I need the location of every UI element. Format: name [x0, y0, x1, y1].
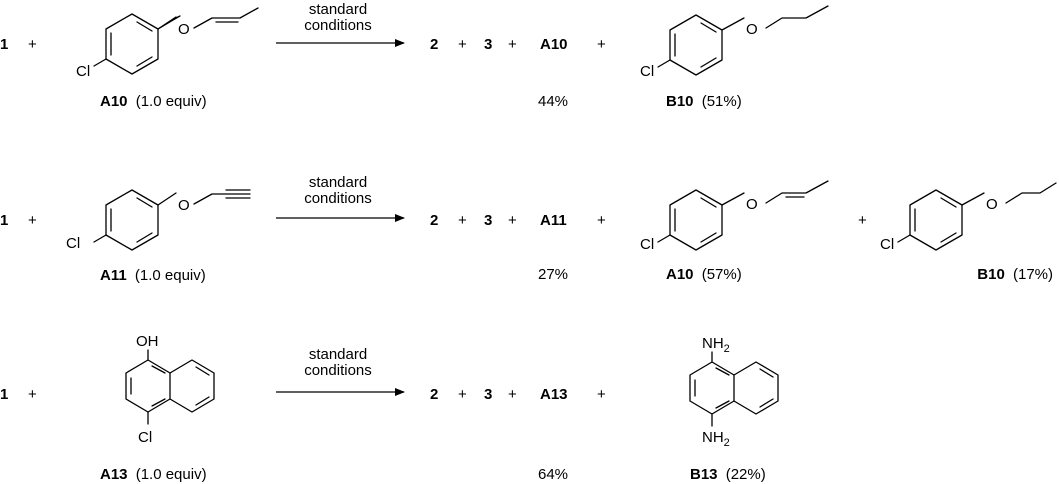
- substrate-label: A11 (1.0 equiv): [100, 267, 206, 284]
- substrate-structure-a11: O Cl: [66, 189, 251, 252]
- reaction-row-2: 1 + O Cl A11 (1.0 equiv) standard condit…: [0, 174, 1057, 284]
- byproduct-structure-b10: O Cl: [640, 5, 829, 80]
- amine-subscript: 2: [724, 343, 730, 355]
- byproduct-yield: (17%): [1013, 266, 1053, 283]
- byproduct-compound: B10: [977, 266, 1005, 283]
- arrow-condition-line1: standard: [309, 346, 367, 363]
- substrate-label: A10 (1.0 equiv): [100, 93, 207, 110]
- chlorine-atom: Cl: [640, 63, 654, 80]
- product-label-2: 2: [430, 212, 438, 229]
- reaction-row-3: 1 + OH Cl A13 (1.0 equiv) standard condi…: [0, 333, 779, 483]
- byproduct-structure-b10: O Cl: [880, 182, 1057, 253]
- chlorine-atom: Cl: [138, 429, 152, 446]
- plus-sign: +: [458, 36, 467, 53]
- byproduct-compound: A10: [666, 266, 694, 283]
- plus-sign: +: [28, 212, 37, 229]
- hydroxyl-group: OH: [136, 333, 159, 350]
- byproduct-structure-a10: O Cl: [640, 180, 829, 253]
- amino-group-bottom: NH2: [702, 429, 730, 449]
- byproduct-compound: B10: [666, 93, 694, 110]
- chlorine-atom: Cl: [880, 236, 894, 253]
- amino-group-top: NH2: [702, 335, 730, 355]
- amine-symbol: NH: [702, 335, 724, 352]
- oxygen-atom: O: [746, 21, 758, 38]
- arrow-condition-line2: conditions: [304, 362, 372, 379]
- substrate-amount: (1.0 equiv): [136, 93, 207, 110]
- plus-sign: +: [508, 386, 517, 403]
- oxygen-atom: O: [178, 21, 190, 38]
- chlorine-atom: Cl: [640, 236, 654, 253]
- substrate-compound: A11: [100, 267, 127, 284]
- arrow-condition-line2: conditions: [304, 190, 372, 207]
- byproduct-compound: B13: [690, 466, 718, 483]
- byproduct-structure-b13: NH2 NH2: [689, 335, 779, 449]
- product-label-3: 3: [484, 36, 492, 53]
- plus-sign: +: [597, 386, 606, 403]
- byproduct-yield: (57%): [702, 266, 742, 283]
- byproduct-label: A10 (57%): [666, 266, 742, 283]
- arrow-condition-line1: standard: [309, 1, 367, 18]
- oxygen-atom: O: [746, 196, 758, 213]
- plus-sign: +: [508, 212, 517, 229]
- byproduct-yield: (51%): [702, 93, 742, 110]
- reagent-label: 1: [0, 212, 8, 229]
- recovered-yield: 27%: [538, 266, 568, 283]
- byproduct-yield: (22%): [726, 466, 766, 483]
- recovered-yield: 44%: [538, 93, 568, 110]
- substrate-structure-a10: O Cl: [76, 7, 259, 80]
- arrow-condition-line1: standard: [309, 174, 367, 191]
- reagent-label: 1: [0, 36, 8, 53]
- oxygen-atom: O: [178, 197, 190, 214]
- substrate-amount: (1.0 equiv): [135, 267, 206, 284]
- substrate-compound: A10: [100, 93, 128, 110]
- plus-sign: +: [508, 36, 517, 53]
- plus-sign: +: [858, 212, 867, 229]
- oxygen-atom: O: [986, 196, 998, 213]
- byproduct-label: B13 (22%): [690, 466, 766, 483]
- substrate-amount: (1.0 equiv): [136, 466, 207, 483]
- plus-sign: +: [28, 386, 37, 403]
- byproduct-label: B10 (51%): [666, 93, 742, 110]
- plus-sign: +: [597, 36, 606, 53]
- product-label-2: 2: [430, 386, 438, 403]
- product-label-3: 3: [484, 386, 492, 403]
- reaction-row-1: 1 + O Cl A10 (1.0 equiv) standard condit…: [0, 1, 829, 110]
- byproduct-label: B10 (17%): [977, 266, 1053, 283]
- plus-sign: +: [597, 212, 606, 229]
- recovered-yield: 64%: [538, 466, 568, 483]
- amine-subscript: 2: [724, 437, 730, 449]
- product-label-recovered: A10: [540, 36, 568, 53]
- product-label-2: 2: [430, 36, 438, 53]
- amine-symbol: NH: [702, 429, 724, 446]
- plus-sign: +: [458, 386, 467, 403]
- substrate-structure-a13: OH Cl: [125, 333, 215, 446]
- plus-sign: +: [458, 212, 467, 229]
- reagent-label: 1: [0, 386, 8, 403]
- arrow-condition-line2: conditions: [304, 17, 372, 34]
- product-label-3: 3: [484, 212, 492, 229]
- chlorine-atom: Cl: [66, 235, 80, 252]
- plus-sign: +: [28, 36, 37, 53]
- substrate-compound: A13: [100, 466, 128, 483]
- product-label-recovered: A11: [540, 212, 567, 229]
- substrate-label: A13 (1.0 equiv): [100, 466, 207, 483]
- chlorine-atom: Cl: [76, 63, 90, 80]
- product-label-recovered: A13: [540, 386, 568, 403]
